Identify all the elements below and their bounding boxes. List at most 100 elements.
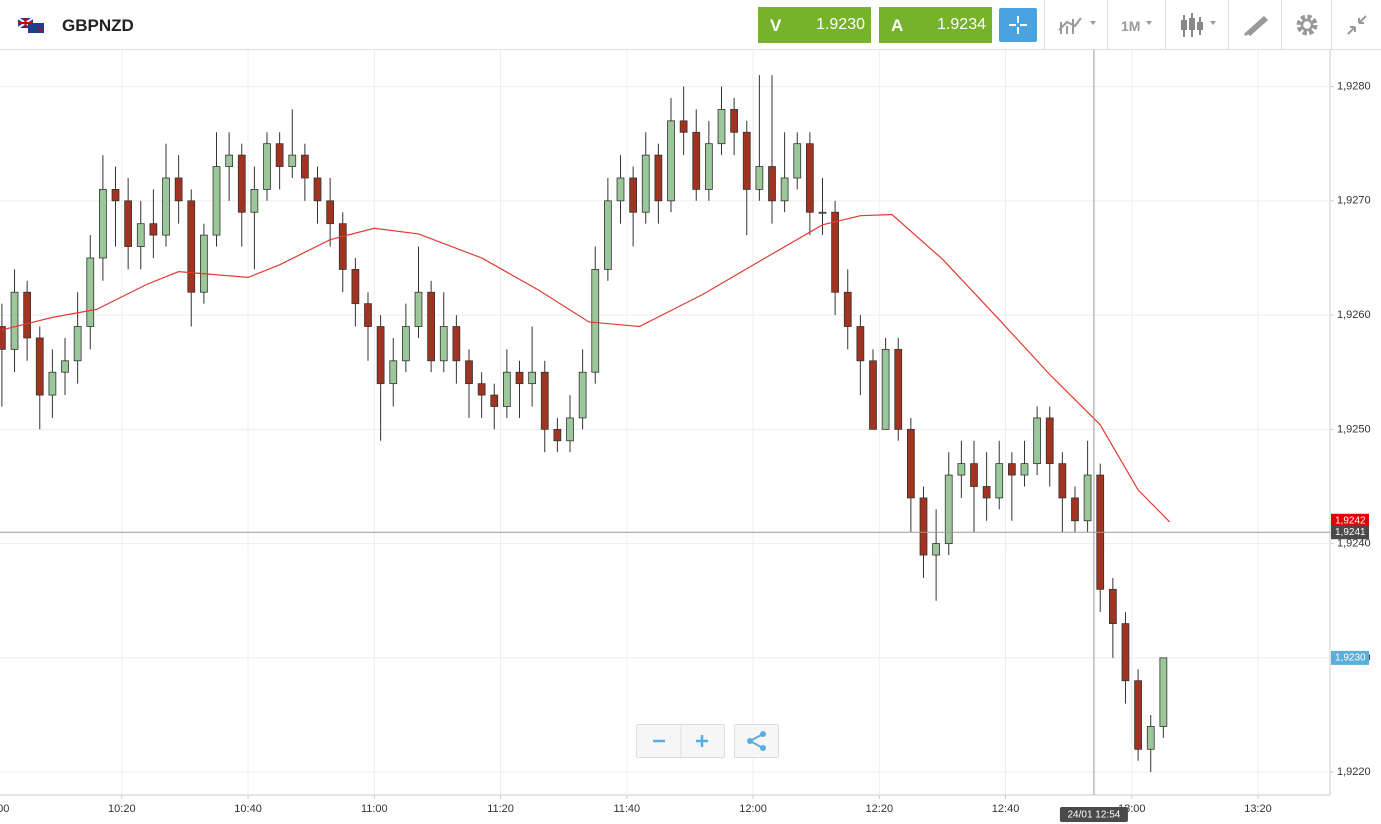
zoom-in[interactable]	[696, 735, 708, 747]
x-tick-label: 10:40	[234, 803, 262, 815]
candle-body	[995, 463, 1004, 499]
candle-body	[124, 200, 133, 247]
candle-body	[604, 200, 612, 270]
candle-body	[831, 211, 839, 293]
candle-body	[427, 291, 436, 362]
collapse-button[interactable]	[1331, 0, 1381, 50]
candle-body	[187, 200, 196, 293]
candle-body	[540, 371, 549, 430]
buy-button[interactable]: A 1.9234	[879, 7, 992, 43]
candle-body	[23, 291, 32, 339]
candle-body	[61, 360, 69, 373]
candle-body	[881, 348, 890, 430]
candle-body	[351, 268, 360, 305]
draw-button[interactable]	[1228, 0, 1281, 50]
timeframe: 1M	[1121, 18, 1141, 34]
settings-button[interactable]	[1281, 0, 1331, 50]
candle-body	[35, 337, 44, 396]
price-marker	[1331, 525, 1369, 540]
price-marker-label: 1,9241	[1335, 527, 1366, 538]
sell-price: 1.9230	[816, 16, 865, 33]
sell-button[interactable]: V 1.9230	[758, 7, 871, 43]
candle-body	[364, 303, 372, 327]
candle-body	[742, 131, 751, 190]
candle-body	[780, 177, 789, 202]
candle-body	[805, 143, 814, 213]
candle-body	[578, 371, 587, 419]
candle-body	[1159, 657, 1168, 727]
candle-body	[843, 291, 852, 327]
candle-body	[1134, 680, 1142, 750]
candle-body	[275, 143, 284, 167]
candle-body	[894, 348, 903, 430]
candle-body	[692, 131, 701, 190]
candle-body	[1033, 417, 1041, 465]
candle-body	[919, 497, 928, 556]
candle-body	[970, 463, 978, 487]
x-tick-label: 13:20	[1244, 803, 1272, 815]
candle-body	[704, 143, 713, 190]
candle-body	[654, 154, 663, 202]
candle-body	[1007, 463, 1016, 476]
candle-body	[667, 120, 675, 202]
candle-body	[389, 360, 398, 385]
sell-label: V	[770, 16, 782, 35]
candle-body	[553, 428, 562, 442]
candle-body	[1020, 463, 1029, 476]
candle-body	[616, 177, 625, 202]
candle-body	[629, 177, 637, 213]
candle-body	[1146, 726, 1155, 750]
crosshair-time-label: 24/01 12:54	[1068, 810, 1121, 821]
candle-body	[149, 223, 158, 236]
candle-body	[490, 394, 499, 407]
candle-body	[1083, 474, 1092, 522]
candle-body	[200, 234, 208, 293]
candle-body	[376, 326, 385, 385]
candle-body	[944, 474, 953, 545]
candle-body	[982, 486, 991, 499]
candle-body	[1071, 497, 1079, 522]
x-tick-label: 11:20	[487, 803, 514, 815]
candle-body	[338, 223, 347, 270]
share-button[interactable]	[734, 724, 779, 758]
candle-body	[869, 360, 877, 430]
candle-body	[957, 463, 966, 476]
plot-background	[0, 50, 1330, 795]
candle-body	[111, 189, 120, 202]
timeframe-button[interactable]: 1M	[1107, 0, 1165, 50]
candle-body	[856, 326, 865, 362]
candle-body	[730, 109, 738, 133]
candle-body	[250, 189, 259, 213]
flag-icon	[18, 18, 44, 33]
crosshair-button[interactable]	[999, 8, 1037, 42]
candle-body	[528, 371, 536, 385]
candle-body	[1045, 417, 1054, 465]
candle-body	[818, 211, 827, 214]
y-tick-label: 1,9270	[1337, 195, 1371, 207]
price-marker-label: 1,9242	[1335, 515, 1366, 526]
candle-body	[591, 268, 600, 373]
x-tick-label: 10:00	[0, 803, 9, 815]
candle-button[interactable]	[1165, 0, 1228, 50]
candle-body	[1121, 623, 1130, 682]
buy-price: 1.9234	[937, 16, 986, 33]
candle-body	[136, 223, 145, 247]
candle-body	[717, 109, 726, 145]
candle-body	[301, 154, 309, 179]
candle-body	[99, 189, 107, 259]
candle-body	[1058, 463, 1067, 499]
candle-body	[439, 326, 448, 362]
candle-body	[768, 166, 776, 202]
y-tick-label: 1,9220	[1337, 766, 1371, 778]
chart-type-button[interactable]	[1044, 0, 1107, 50]
x-tick-label: 12:20	[866, 803, 894, 815]
candle-body	[503, 371, 511, 407]
candle-body	[414, 291, 423, 327]
y-tick-label: 1,9250	[1337, 423, 1371, 435]
candle-body	[288, 154, 297, 167]
price-marker	[1331, 650, 1369, 665]
y-tick-label: 1,9280	[1337, 80, 1371, 92]
candle-body	[465, 360, 473, 385]
